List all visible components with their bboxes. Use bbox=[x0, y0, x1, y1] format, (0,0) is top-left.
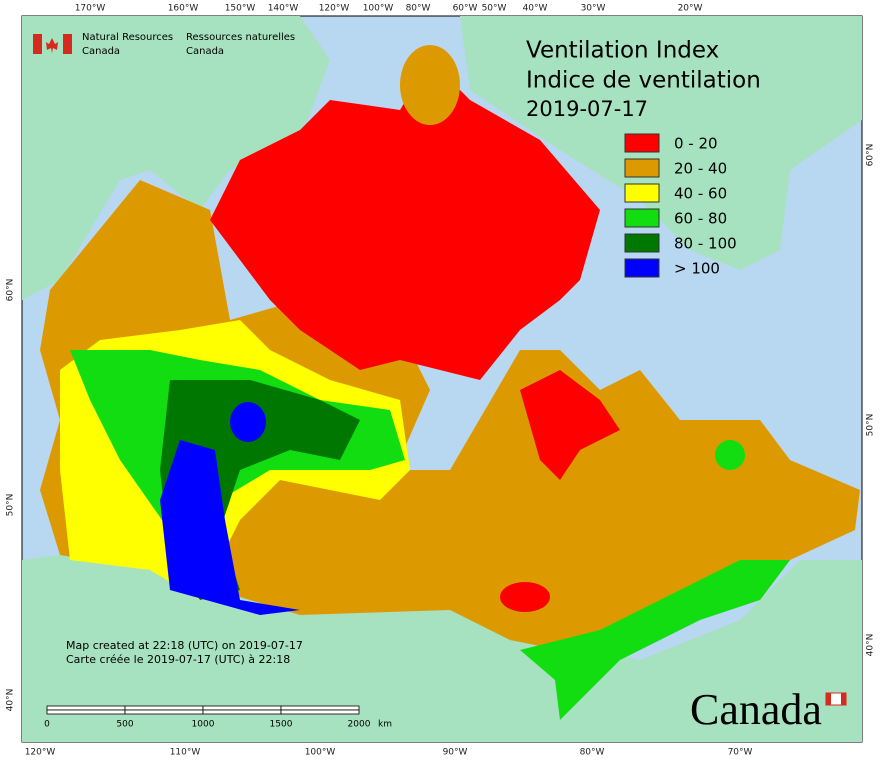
title: Ventilation Index Indice de ventilation … bbox=[526, 38, 761, 122]
graticule-label: 100°W bbox=[363, 4, 394, 14]
graticule-label: 40°N bbox=[866, 634, 876, 657]
graticule-label: 150°W bbox=[225, 4, 256, 14]
graticule-label: 120°W bbox=[319, 4, 350, 14]
scale-label: 0 bbox=[44, 720, 50, 730]
agency-fr: Ressources naturelles bbox=[186, 32, 295, 43]
scale-segment bbox=[202, 709, 282, 715]
graticule-label: 80°W bbox=[406, 4, 431, 14]
graticule-label: 30°W bbox=[581, 4, 606, 14]
graticule-label: 100°W bbox=[305, 748, 336, 758]
wordmark-flag-bar bbox=[841, 693, 846, 705]
graticule-label: 60°N bbox=[6, 279, 16, 302]
scale-segment bbox=[124, 705, 204, 711]
title-fr: Indice de ventilation bbox=[526, 68, 761, 94]
scale-segment bbox=[46, 705, 126, 711]
scale-label: 1000 bbox=[192, 720, 215, 730]
canada-base bbox=[40, 180, 860, 720]
graticule-label: 60°N bbox=[866, 144, 876, 167]
graticule-label: 110°W bbox=[170, 748, 201, 758]
header: Natural Resources Canada Ressources natu… bbox=[33, 32, 295, 57]
title-date: 2019-07-17 bbox=[526, 97, 648, 121]
graticule: 170°W 160°W 150°W 140°W 120°W 100°W 80°W 60°W 50… bbox=[6, 4, 876, 758]
scale-segment bbox=[124, 709, 204, 715]
flag-bar bbox=[33, 34, 42, 54]
graticule-label: 20°W bbox=[678, 4, 703, 14]
legend-swatch bbox=[624, 208, 660, 228]
alaska bbox=[22, 16, 330, 300]
legend-swatch bbox=[624, 233, 660, 253]
east-good bbox=[520, 560, 790, 720]
legend: 0 - 20 20 - 40 40 - 60 60 - 80 80 - 100 > 100 bbox=[624, 133, 737, 278]
legend-swatch bbox=[624, 258, 660, 278]
graticule-label: 60°W bbox=[453, 4, 478, 14]
graticule-label: 90°W bbox=[443, 748, 468, 758]
labrador-good bbox=[715, 440, 745, 470]
created-en: Map created at 22:18 (UTC) on 2019-07-17 bbox=[66, 639, 303, 652]
scale-segment bbox=[46, 709, 126, 715]
ellesmere-fair bbox=[400, 45, 460, 125]
graticule-label: 80°W bbox=[580, 748, 605, 758]
scale-label: 500 bbox=[116, 720, 133, 730]
legend-label: 40 - 60 bbox=[674, 185, 727, 203]
ontario-low bbox=[500, 582, 550, 612]
quebec-low bbox=[520, 370, 620, 480]
scale-bar: 0 500 1000 1500 2000 km bbox=[44, 705, 392, 730]
legend-label: 20 - 40 bbox=[674, 160, 727, 178]
graticule-label: 70°W bbox=[728, 748, 753, 758]
legend-label: 60 - 80 bbox=[674, 210, 727, 228]
agency-en: Canada bbox=[82, 46, 120, 57]
legend-label: 80 - 100 bbox=[674, 235, 737, 253]
legend-swatch bbox=[624, 183, 660, 203]
graticule-label: 40°N bbox=[6, 689, 16, 712]
legend-swatch bbox=[624, 133, 660, 153]
legend-label: > 100 bbox=[674, 260, 720, 278]
wordmark-flag-bar bbox=[826, 693, 831, 705]
title-en: Ventilation Index bbox=[526, 38, 719, 64]
lake-excellent bbox=[230, 402, 266, 442]
scale-segment bbox=[202, 705, 282, 711]
wordmark: Canada bbox=[690, 685, 822, 734]
legend-swatch bbox=[624, 158, 660, 178]
scale-label: 1500 bbox=[270, 720, 293, 730]
flag-bar bbox=[63, 34, 72, 54]
agency-en: Natural Resources bbox=[82, 32, 173, 43]
graticule-label: 40°W bbox=[523, 4, 548, 14]
legend-label: 0 - 20 bbox=[674, 135, 718, 153]
graticule-label: 140°W bbox=[268, 4, 299, 14]
prairie-excellent bbox=[160, 440, 300, 615]
graticule-label: 120°W bbox=[25, 748, 56, 758]
scale-label: 2000 bbox=[348, 720, 371, 730]
graticule-label: 50°N bbox=[866, 414, 876, 437]
greenland bbox=[460, 16, 862, 270]
flag-leaf bbox=[46, 38, 58, 53]
graticule-label: 50°W bbox=[482, 4, 507, 14]
arctic-low bbox=[210, 60, 600, 380]
scale-segment bbox=[280, 709, 360, 715]
created-fr: Carte créée le 2019-07-17 (UTC) à 22:18 bbox=[66, 653, 290, 666]
graticule-label: 160°W bbox=[168, 4, 199, 14]
scale-segment bbox=[280, 705, 360, 711]
scale-unit: km bbox=[378, 720, 392, 730]
graticule-label: 50°N bbox=[6, 494, 16, 517]
basemap bbox=[22, 16, 862, 742]
graticule-label: 170°W bbox=[75, 4, 106, 14]
agency-fr: Canada bbox=[186, 46, 224, 57]
footer: Map created at 22:18 (UTC) on 2019-07-17… bbox=[66, 639, 847, 734]
